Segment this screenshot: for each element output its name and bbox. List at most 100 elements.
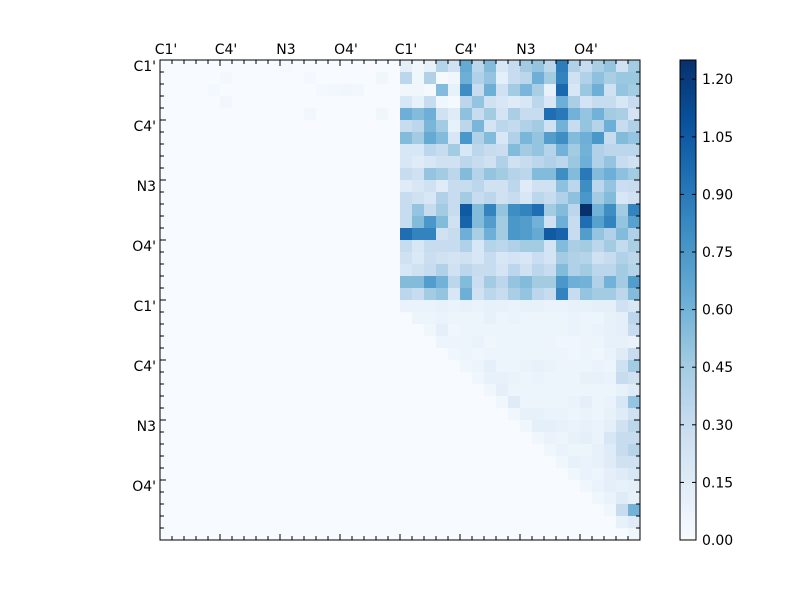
heatmap-cell <box>580 132 593 145</box>
heatmap-cell <box>556 180 569 193</box>
heatmap-cell <box>616 84 629 97</box>
heatmap-cell <box>352 84 365 97</box>
heatmap-cell <box>580 396 593 409</box>
heatmap-cell <box>532 132 545 145</box>
heatmap-cell <box>448 60 461 73</box>
heatmap-cell <box>592 60 605 73</box>
heatmap-cell <box>592 396 605 409</box>
heatmap-cell <box>580 432 593 445</box>
heatmap-cell <box>616 72 629 85</box>
heatmap-cell <box>508 180 521 193</box>
heatmap-cell <box>460 264 473 277</box>
heatmap-cell <box>436 96 449 109</box>
heatmap-cell <box>520 120 533 133</box>
heatmap-cell <box>592 348 605 361</box>
heatmap-cell <box>484 156 497 169</box>
heatmap-cell <box>496 300 509 313</box>
heatmap-cell <box>400 264 413 277</box>
heatmap-cell <box>628 360 641 373</box>
heatmap-cell <box>556 60 569 73</box>
heatmap-cell <box>568 432 581 445</box>
heatmap-cell <box>592 192 605 205</box>
heatmap-cell <box>532 288 545 301</box>
heatmap-cell <box>580 444 593 457</box>
colorbar-tick-label: 0.75 <box>702 245 733 261</box>
heatmap-cell <box>508 276 521 289</box>
x-tick-label: C4' <box>455 42 478 58</box>
heatmap-cell <box>616 312 629 325</box>
heatmap-cell <box>592 432 605 445</box>
heatmap-cell <box>436 324 449 337</box>
heatmap-cell <box>580 384 593 397</box>
heatmap-cell <box>628 444 641 457</box>
heatmap-cell <box>544 72 557 85</box>
heatmap-cell <box>544 144 557 157</box>
heatmap-cell <box>460 60 473 73</box>
heatmap-cell <box>628 108 641 121</box>
heatmap-cell <box>412 84 425 97</box>
heatmap-cell <box>556 120 569 133</box>
heatmap-cell <box>460 360 473 373</box>
heatmap-cell <box>544 312 557 325</box>
heatmap-cell <box>472 252 485 265</box>
heatmap-cell <box>436 180 449 193</box>
x-tick-label: C4' <box>215 42 238 58</box>
heatmap-cell <box>460 288 473 301</box>
heatmap-cell <box>436 216 449 229</box>
colorbar-tick-label: 0.00 <box>702 533 733 549</box>
heatmap-cell <box>412 156 425 169</box>
heatmap-cell <box>412 216 425 229</box>
heatmap-cell <box>556 420 569 433</box>
heatmap-cell <box>592 204 605 217</box>
heatmap-cell <box>628 504 641 517</box>
x-tick-label: O4' <box>334 42 358 58</box>
heatmap-cell <box>472 336 485 349</box>
heatmap-cell <box>496 216 509 229</box>
heatmap-cell <box>532 180 545 193</box>
heatmap-cell <box>424 240 437 253</box>
heatmap-cell <box>616 132 629 145</box>
heatmap-cell <box>592 216 605 229</box>
heatmap-cell <box>616 120 629 133</box>
heatmap-cell <box>616 204 629 217</box>
heatmap-cell <box>616 504 629 517</box>
heatmap-cell <box>508 84 521 97</box>
heatmap-cell <box>604 168 617 181</box>
heatmap-cell <box>544 348 557 361</box>
heatmap-cell <box>532 204 545 217</box>
heatmap-cell <box>544 108 557 121</box>
heatmap-cell <box>520 300 533 313</box>
heatmap-cell <box>592 96 605 109</box>
heatmap-cell <box>604 468 617 481</box>
heatmap-cell <box>568 180 581 193</box>
heatmap-cell <box>544 324 557 337</box>
heatmap-cell <box>544 360 557 373</box>
heatmap-cell <box>616 240 629 253</box>
heatmap-cell <box>484 72 497 85</box>
heatmap-cell <box>472 60 485 73</box>
heatmap-cell <box>424 120 437 133</box>
heatmap-cell <box>508 72 521 85</box>
heatmap-cell <box>508 216 521 229</box>
heatmap-cell <box>604 252 617 265</box>
heatmap-cell <box>508 228 521 241</box>
heatmap-cell <box>616 492 629 505</box>
heatmap-cell <box>520 372 533 385</box>
heatmap-cell <box>616 456 629 469</box>
heatmap-cell <box>556 348 569 361</box>
heatmap-cell <box>568 456 581 469</box>
heatmap-cell <box>628 516 641 529</box>
heatmap-cell <box>544 420 557 433</box>
heatmap-cell <box>424 132 437 145</box>
heatmap-cell <box>556 312 569 325</box>
y-tick-label: C4' <box>133 359 156 375</box>
heatmap-cell <box>484 204 497 217</box>
heatmap-cell <box>580 72 593 85</box>
heatmap-cell <box>472 72 485 85</box>
heatmap-cell <box>544 384 557 397</box>
heatmap-cell <box>484 144 497 157</box>
heatmap-cell <box>580 144 593 157</box>
heatmap-cell <box>544 84 557 97</box>
heatmap-cell <box>484 312 497 325</box>
heatmap-cell <box>496 228 509 241</box>
